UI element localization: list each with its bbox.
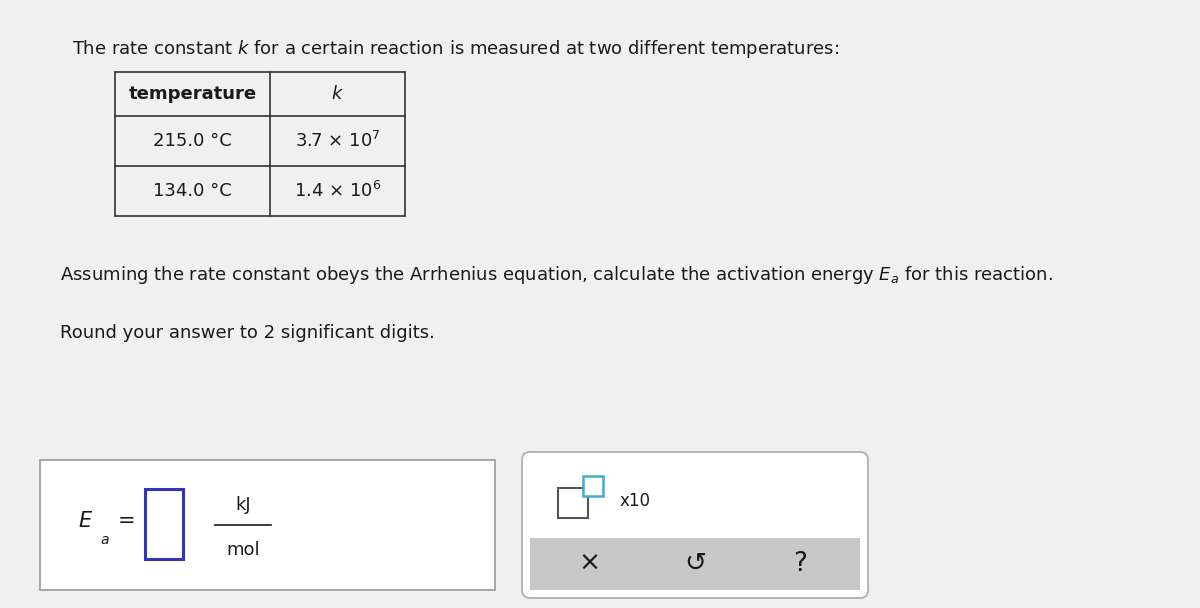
- Text: ↺: ↺: [684, 551, 706, 577]
- Text: ?: ?: [793, 551, 808, 577]
- Text: 215.0 °C: 215.0 °C: [154, 132, 232, 150]
- Text: $E$: $E$: [78, 511, 94, 531]
- Text: $a$: $a$: [100, 533, 109, 547]
- Text: 134.0 °C: 134.0 °C: [154, 182, 232, 200]
- Text: 1.4 × 10$^6$: 1.4 × 10$^6$: [294, 181, 382, 201]
- Bar: [145, 489, 182, 559]
- Bar: [40, 460, 496, 590]
- Text: Round your answer to 2 significant digits.: Round your answer to 2 significant digit…: [60, 324, 434, 342]
- Text: kJ: kJ: [235, 496, 251, 514]
- FancyBboxPatch shape: [522, 452, 868, 598]
- Bar: [583, 476, 604, 496]
- Text: x10: x10: [620, 492, 650, 510]
- Text: Assuming the rate constant obeys the Arrhenius equation, calculate the activatio: Assuming the rate constant obeys the Arr…: [60, 264, 1052, 286]
- Text: ×: ×: [578, 551, 600, 577]
- Text: temperature: temperature: [128, 85, 257, 103]
- Text: The rate constant $k$ for a certain reaction is measured at two different temper: The rate constant $k$ for a certain reac…: [72, 38, 839, 60]
- Bar: [558, 488, 588, 518]
- Text: 3.7 × 10$^7$: 3.7 × 10$^7$: [295, 131, 380, 151]
- Bar: [530, 538, 860, 590]
- Text: =: =: [118, 511, 136, 531]
- Text: $k$: $k$: [331, 85, 344, 103]
- Text: mol: mol: [226, 541, 260, 559]
